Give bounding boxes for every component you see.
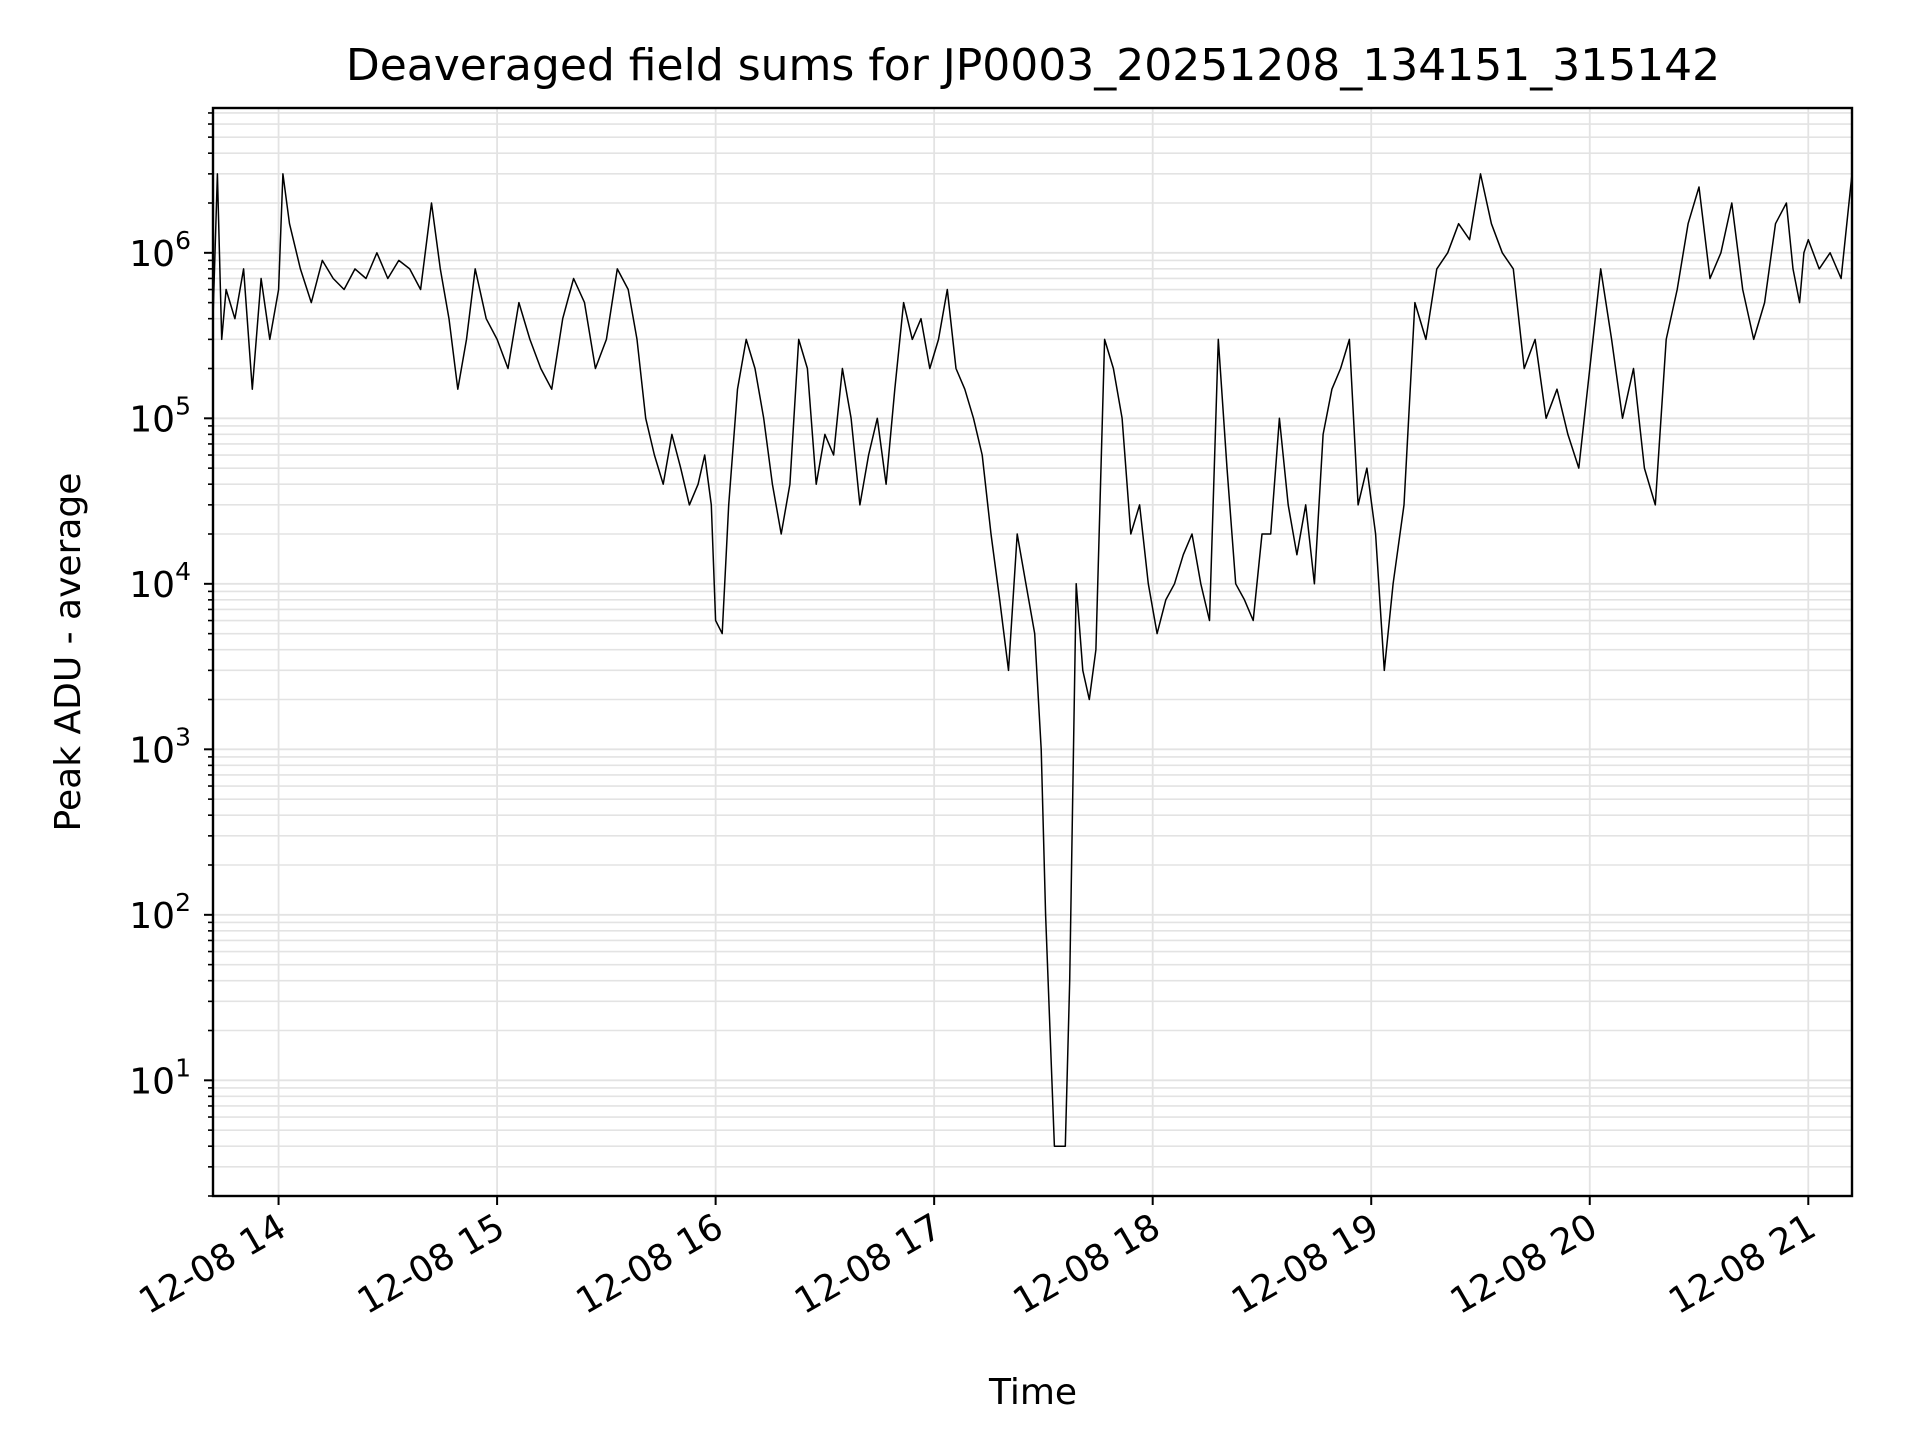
plot-frame (211, 106, 1854, 1198)
y-tick-label: 105 (129, 391, 191, 440)
y-tick-label: 101 (129, 1053, 191, 1102)
y-tick-label: 103 (129, 722, 191, 771)
y-tick-label: 104 (129, 557, 191, 606)
y-tick-label: 102 (129, 888, 191, 937)
x-axis-label: Time (988, 1372, 1077, 1413)
y-tick-label: 106 (129, 226, 191, 275)
chart-title: Deaveraged field sums for JP0003_2025120… (346, 40, 1720, 91)
y-axis: 101 102 103 104 105 106 (129, 112, 213, 1197)
series-layer (212, 173, 1853, 1147)
series-line (212, 173, 1853, 1147)
y-axis-label: Peak ADU - average (48, 473, 89, 832)
